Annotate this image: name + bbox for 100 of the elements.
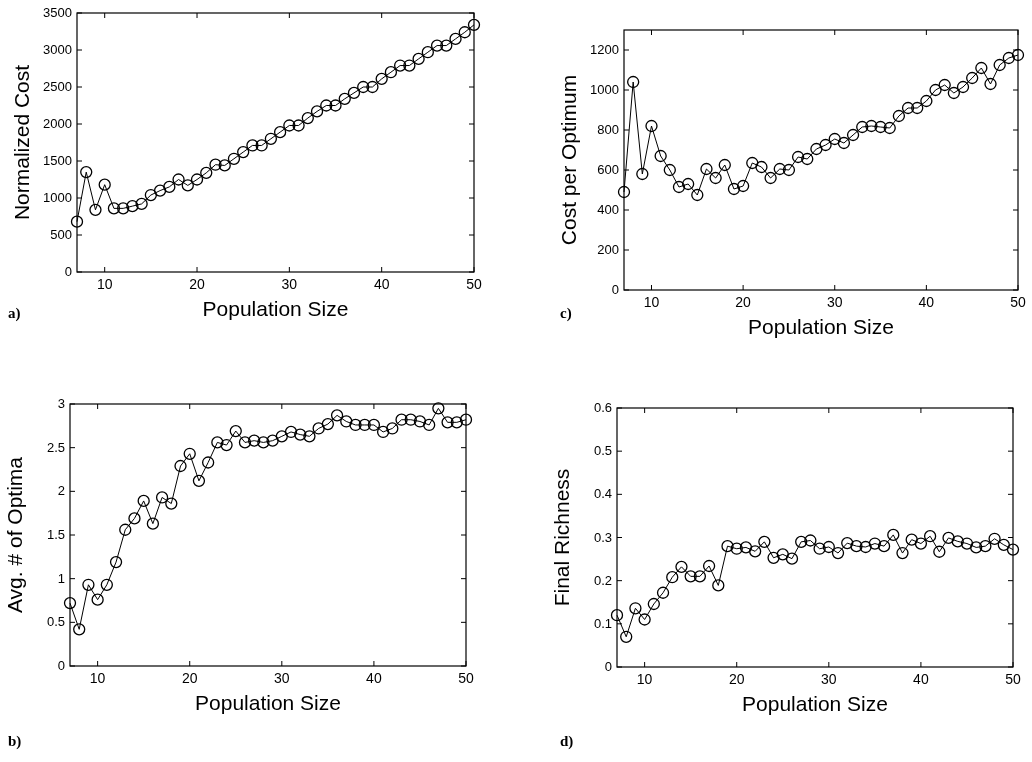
point — [846, 128, 860, 142]
point — [933, 545, 946, 558]
point — [785, 552, 799, 565]
point — [984, 77, 997, 91]
y-tick-label: 1500 — [43, 153, 72, 168]
point — [292, 119, 305, 132]
point — [727, 182, 741, 196]
point — [320, 99, 333, 112]
point — [192, 474, 206, 487]
point — [146, 517, 160, 530]
point — [923, 530, 937, 543]
point — [404, 413, 417, 426]
point — [70, 215, 84, 228]
point — [273, 125, 287, 139]
x-tick-label: 50 — [1005, 671, 1021, 687]
point — [248, 434, 261, 447]
y-tick-label: 0 — [64, 264, 72, 279]
point — [376, 425, 390, 439]
point — [654, 149, 667, 163]
y-tick-label: 600 — [597, 162, 619, 177]
point — [988, 532, 1001, 545]
point — [229, 424, 242, 438]
point — [883, 121, 896, 135]
text: c) — [560, 305, 572, 322]
point — [395, 413, 408, 426]
point — [89, 203, 102, 216]
point — [172, 173, 185, 186]
point — [423, 418, 436, 432]
y-tick-label: 2000 — [43, 116, 72, 131]
point — [117, 202, 130, 215]
point — [163, 180, 176, 194]
x-tick-label: 20 — [735, 294, 752, 310]
x-tick-label: 40 — [918, 294, 935, 310]
point — [672, 180, 686, 194]
y-tick-label: 1000 — [43, 190, 72, 205]
x-tick-label: 40 — [373, 276, 390, 292]
point — [755, 160, 768, 174]
y-tick-label: 0.5 — [46, 614, 65, 630]
point — [804, 534, 817, 547]
point — [629, 602, 642, 615]
point — [238, 436, 252, 449]
point — [165, 497, 178, 510]
y-axis-title: Cost per Optimum — [557, 74, 580, 246]
x-tick-label: 50 — [1010, 294, 1026, 310]
y-axis-title: Avg. # of Optima — [3, 456, 26, 614]
point — [856, 120, 869, 134]
point — [294, 428, 307, 441]
point — [107, 202, 121, 215]
x-axis-title: Population Size — [748, 315, 894, 338]
point — [892, 109, 906, 123]
point — [813, 542, 826, 555]
point — [822, 540, 835, 554]
point — [837, 136, 851, 150]
point — [330, 409, 344, 422]
point — [993, 58, 1006, 72]
point — [181, 179, 194, 192]
point — [1006, 543, 1020, 556]
x-tick-label: 40 — [366, 670, 382, 686]
point — [266, 434, 279, 447]
y-tick-label: 0 — [604, 659, 612, 674]
x-axis-title: Population Size — [195, 691, 341, 714]
point — [920, 94, 933, 108]
point — [432, 402, 445, 415]
point — [730, 542, 743, 555]
point — [257, 436, 270, 449]
point — [100, 578, 113, 591]
point — [1002, 51, 1015, 65]
point — [153, 184, 167, 197]
x-tick-label: 20 — [189, 276, 206, 292]
point — [98, 178, 111, 191]
point — [338, 92, 351, 105]
point — [942, 531, 955, 545]
x-tick-label: 30 — [274, 670, 290, 686]
point — [975, 61, 988, 75]
point — [966, 71, 979, 85]
y-tick-label: 0.2 — [593, 572, 612, 588]
text: b) — [8, 733, 22, 750]
point — [412, 52, 425, 66]
point — [63, 596, 77, 610]
point — [264, 132, 278, 145]
point — [960, 537, 974, 550]
point — [865, 119, 878, 133]
point — [237, 145, 250, 159]
point — [329, 99, 342, 112]
point — [691, 188, 704, 202]
point — [801, 152, 814, 166]
point — [868, 537, 882, 550]
point — [979, 539, 992, 553]
point — [209, 158, 222, 171]
point — [255, 139, 268, 152]
point — [810, 142, 823, 156]
x-tick-label: 10 — [643, 294, 660, 310]
point — [748, 545, 762, 558]
y-tick-label: 200 — [597, 242, 619, 257]
point — [627, 75, 640, 89]
point — [1011, 48, 1025, 62]
point — [736, 179, 750, 193]
point — [386, 422, 399, 435]
y-tick-label: 3 — [57, 396, 65, 411]
text: d) — [560, 733, 574, 750]
